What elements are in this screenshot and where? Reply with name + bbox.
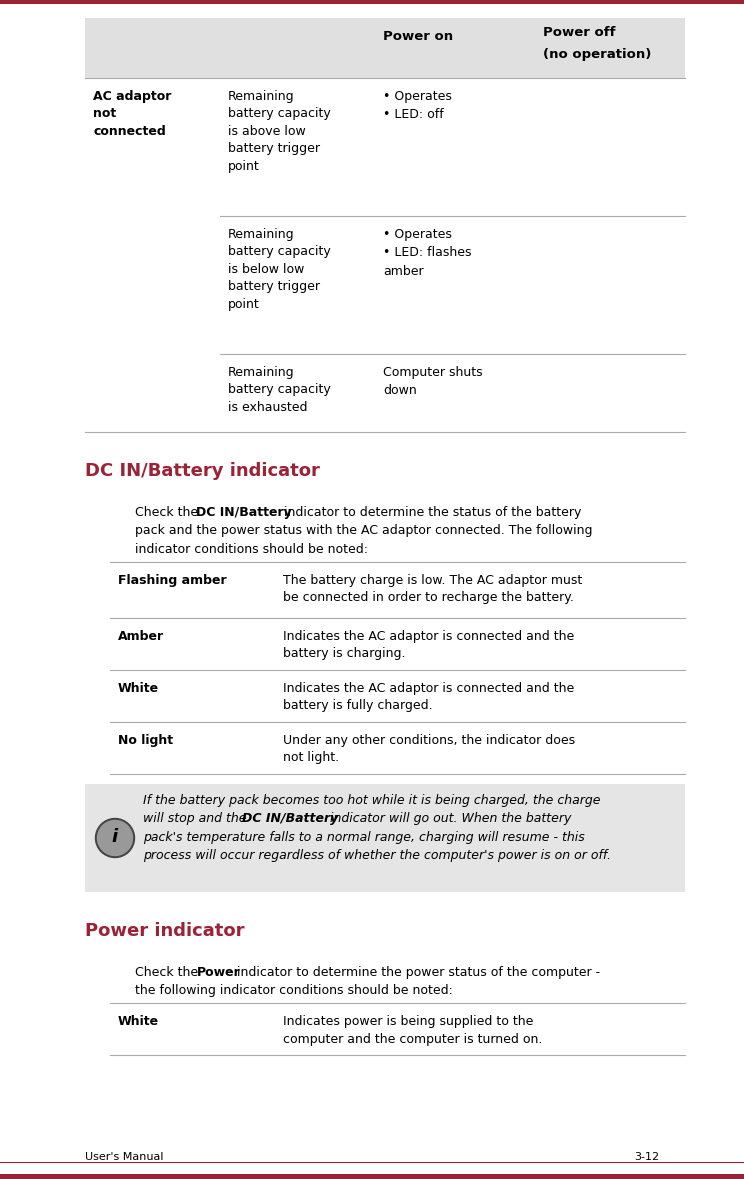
- Text: User's Manual: User's Manual: [85, 1152, 164, 1162]
- Text: Computer shuts
down: Computer shuts down: [383, 365, 483, 397]
- Text: White: White: [118, 681, 159, 694]
- Circle shape: [95, 818, 135, 857]
- Text: No light: No light: [118, 735, 173, 747]
- Text: • Operates
• LED: off: • Operates • LED: off: [383, 90, 452, 121]
- Text: DC IN/Battery: DC IN/Battery: [196, 506, 292, 519]
- Text: Indicates the AC adaptor is connected and the
battery is charging.: Indicates the AC adaptor is connected an…: [283, 630, 574, 660]
- Text: pack and the power status with the AC adaptor connected. The following: pack and the power status with the AC ad…: [135, 525, 592, 538]
- Bar: [85, 18, 685, 78]
- Text: Remaining
battery capacity
is below low
battery trigger
point: Remaining battery capacity is below low …: [228, 228, 331, 311]
- Text: will stop and the: will stop and the: [143, 812, 251, 825]
- Text: Power on: Power on: [383, 29, 453, 42]
- Text: Power: Power: [196, 966, 240, 979]
- Text: • Operates
• LED: flashes
amber: • Operates • LED: flashes amber: [383, 228, 472, 278]
- Text: Remaining
battery capacity
is exhausted: Remaining battery capacity is exhausted: [228, 365, 331, 414]
- Bar: [0, 0, 744, 4]
- Text: Under any other conditions, the indicator does
not light.: Under any other conditions, the indicato…: [283, 735, 575, 764]
- Text: indicator conditions should be noted:: indicator conditions should be noted:: [135, 544, 368, 556]
- Text: Indicates the AC adaptor is connected and the
battery is fully charged.: Indicates the AC adaptor is connected an…: [283, 681, 574, 712]
- Text: indicator will go out. When the battery: indicator will go out. When the battery: [326, 812, 571, 825]
- Text: Power indicator: Power indicator: [85, 922, 245, 940]
- Text: process will occur regardless of whether the computer's power is on or off.: process will occur regardless of whether…: [143, 850, 611, 863]
- Text: the following indicator conditions should be noted:: the following indicator conditions shoul…: [135, 984, 453, 997]
- Text: Indicates power is being supplied to the
computer and the computer is turned on.: Indicates power is being supplied to the…: [283, 1015, 542, 1046]
- Text: The battery charge is low. The AC adaptor must
be connected in order to recharge: The battery charge is low. The AC adapto…: [283, 574, 583, 605]
- Text: indicator to determine the power status of the computer -: indicator to determine the power status …: [233, 966, 600, 979]
- Text: Amber: Amber: [118, 630, 164, 643]
- Text: If the battery pack becomes too hot while it is being charged, the charge: If the battery pack becomes too hot whil…: [143, 793, 600, 806]
- Text: White: White: [118, 1015, 159, 1028]
- Text: indicator to determine the status of the battery: indicator to determine the status of the…: [280, 506, 582, 519]
- Circle shape: [97, 821, 132, 856]
- Text: DC IN/Battery indicator: DC IN/Battery indicator: [85, 462, 320, 480]
- Text: Check the: Check the: [135, 506, 202, 519]
- Bar: [85, 784, 685, 893]
- Text: (no operation): (no operation): [543, 48, 652, 61]
- Text: Flashing amber: Flashing amber: [118, 574, 227, 587]
- Bar: [0, 1174, 744, 1179]
- Text: 3-12: 3-12: [634, 1152, 659, 1162]
- Text: DC IN/Battery: DC IN/Battery: [242, 812, 339, 825]
- Text: Check the: Check the: [135, 966, 202, 979]
- FancyBboxPatch shape: [108, 828, 122, 839]
- Text: i: i: [112, 828, 118, 847]
- Text: Power off: Power off: [543, 26, 615, 39]
- Text: pack's temperature falls to a normal range, charging will resume - this: pack's temperature falls to a normal ran…: [143, 831, 585, 844]
- Text: AC adaptor
not
connected: AC adaptor not connected: [93, 90, 171, 138]
- Text: Remaining
battery capacity
is above low
battery trigger
point: Remaining battery capacity is above low …: [228, 90, 331, 173]
